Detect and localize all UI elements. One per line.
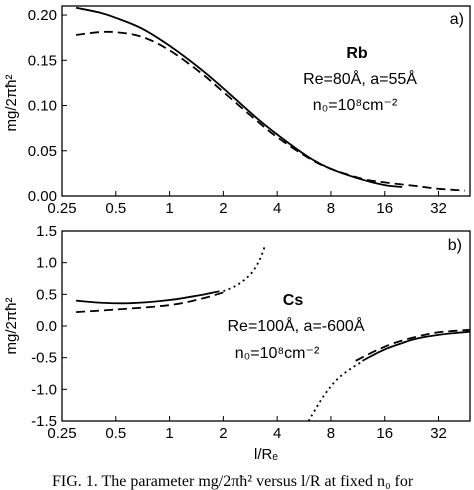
x-tick-label: 32 (430, 425, 447, 442)
x-tick-label: 32 (430, 200, 447, 217)
y-tick-label: 0.00 (28, 188, 57, 205)
annotation-density-rb: n₀=10⁸cm⁻² (313, 97, 398, 114)
x-tick-label: 0.5 (105, 425, 126, 442)
annotation-element-cs: Cs (283, 292, 304, 309)
x-tick-label: 4 (273, 425, 281, 442)
x-tick-label: 0.5 (105, 200, 126, 217)
y-axis-title-b: mg/2πħ² (3, 297, 20, 354)
x-tick-label: 1 (165, 200, 173, 217)
x-tick-label: 1 (165, 425, 173, 442)
panel-label-b: b) (448, 237, 462, 254)
x-tick-label: 2 (219, 200, 227, 217)
x-tick-label: 2 (219, 425, 227, 442)
y-tick-label: 0.0 (36, 318, 57, 335)
series-line-dashed (355, 328, 471, 362)
x-axis-title: l/Rₑ (254, 446, 278, 463)
annotation-params-cs: Re=100Å, a=-600Å (228, 316, 365, 335)
y-tick-label: 0.5 (36, 286, 57, 303)
ticks-b: 0.25 0.5 1 2 4 8 16 32 -1.5 -1.0 -0.5 0.0 0.5 1.0 1.5 (31, 223, 447, 442)
series-line-dotted (307, 360, 363, 422)
y-tick-label: -0.5 (31, 350, 57, 367)
y-tick-label: 0.05 (28, 143, 57, 160)
series-line-solid (76, 290, 220, 305)
x-tick-label: 0.25 (47, 425, 76, 442)
panel-a: 0.25 0.5 1 2 4 8 16 32 0.00 0.05 0.10 0.15 0.20 a) R… (3, 5, 471, 217)
y-tick-label: 1.0 (36, 255, 57, 272)
y-tick-label: 0.10 (28, 98, 57, 115)
x-tick-label: 0.25 (47, 200, 76, 217)
x-tick-label: 16 (376, 200, 393, 217)
y-tick-label: -1.0 (31, 381, 57, 398)
annotation-density-cs: n₀=10⁸cm⁻² (235, 345, 320, 362)
series-line-dashed (76, 291, 224, 313)
y-tick-label: 1.5 (36, 223, 57, 240)
y-tick-label: 0.15 (28, 52, 57, 69)
series-line-dotted (223, 246, 266, 293)
panel-label-a: a) (450, 11, 464, 28)
x-tick-label: 8 (327, 200, 335, 217)
series-b (76, 246, 471, 422)
series-a (75, 6, 466, 192)
y-tick-label: -1.5 (31, 413, 57, 430)
x-tick-label: 4 (273, 200, 281, 217)
figure-caption: FIG. 1. The parameter mg/2πħ² versus l/R… (52, 473, 414, 490)
y-axis-title-a: mg/2πħ² (3, 74, 20, 131)
series-line-solid (361, 330, 471, 362)
annotation-params-rb: Re=80Å, a=55Å (303, 69, 417, 88)
x-tick-label: 8 (327, 425, 335, 442)
x-tick-label: 16 (376, 425, 393, 442)
ticks-a: 0.25 0.5 1 2 4 8 16 32 0.00 0.05 0.10 0.15 0.20 (28, 7, 447, 217)
series-line-dashed (75, 30, 466, 192)
panel-b: 0.25 0.5 1 2 4 8 16 32-1.5-1.0-0.50.00.51.01.5 … (3, 223, 471, 463)
annotation-element-rb: Rb (346, 45, 368, 62)
plot-frame-a (61, 5, 471, 197)
y-tick-label: 0.20 (28, 7, 57, 24)
